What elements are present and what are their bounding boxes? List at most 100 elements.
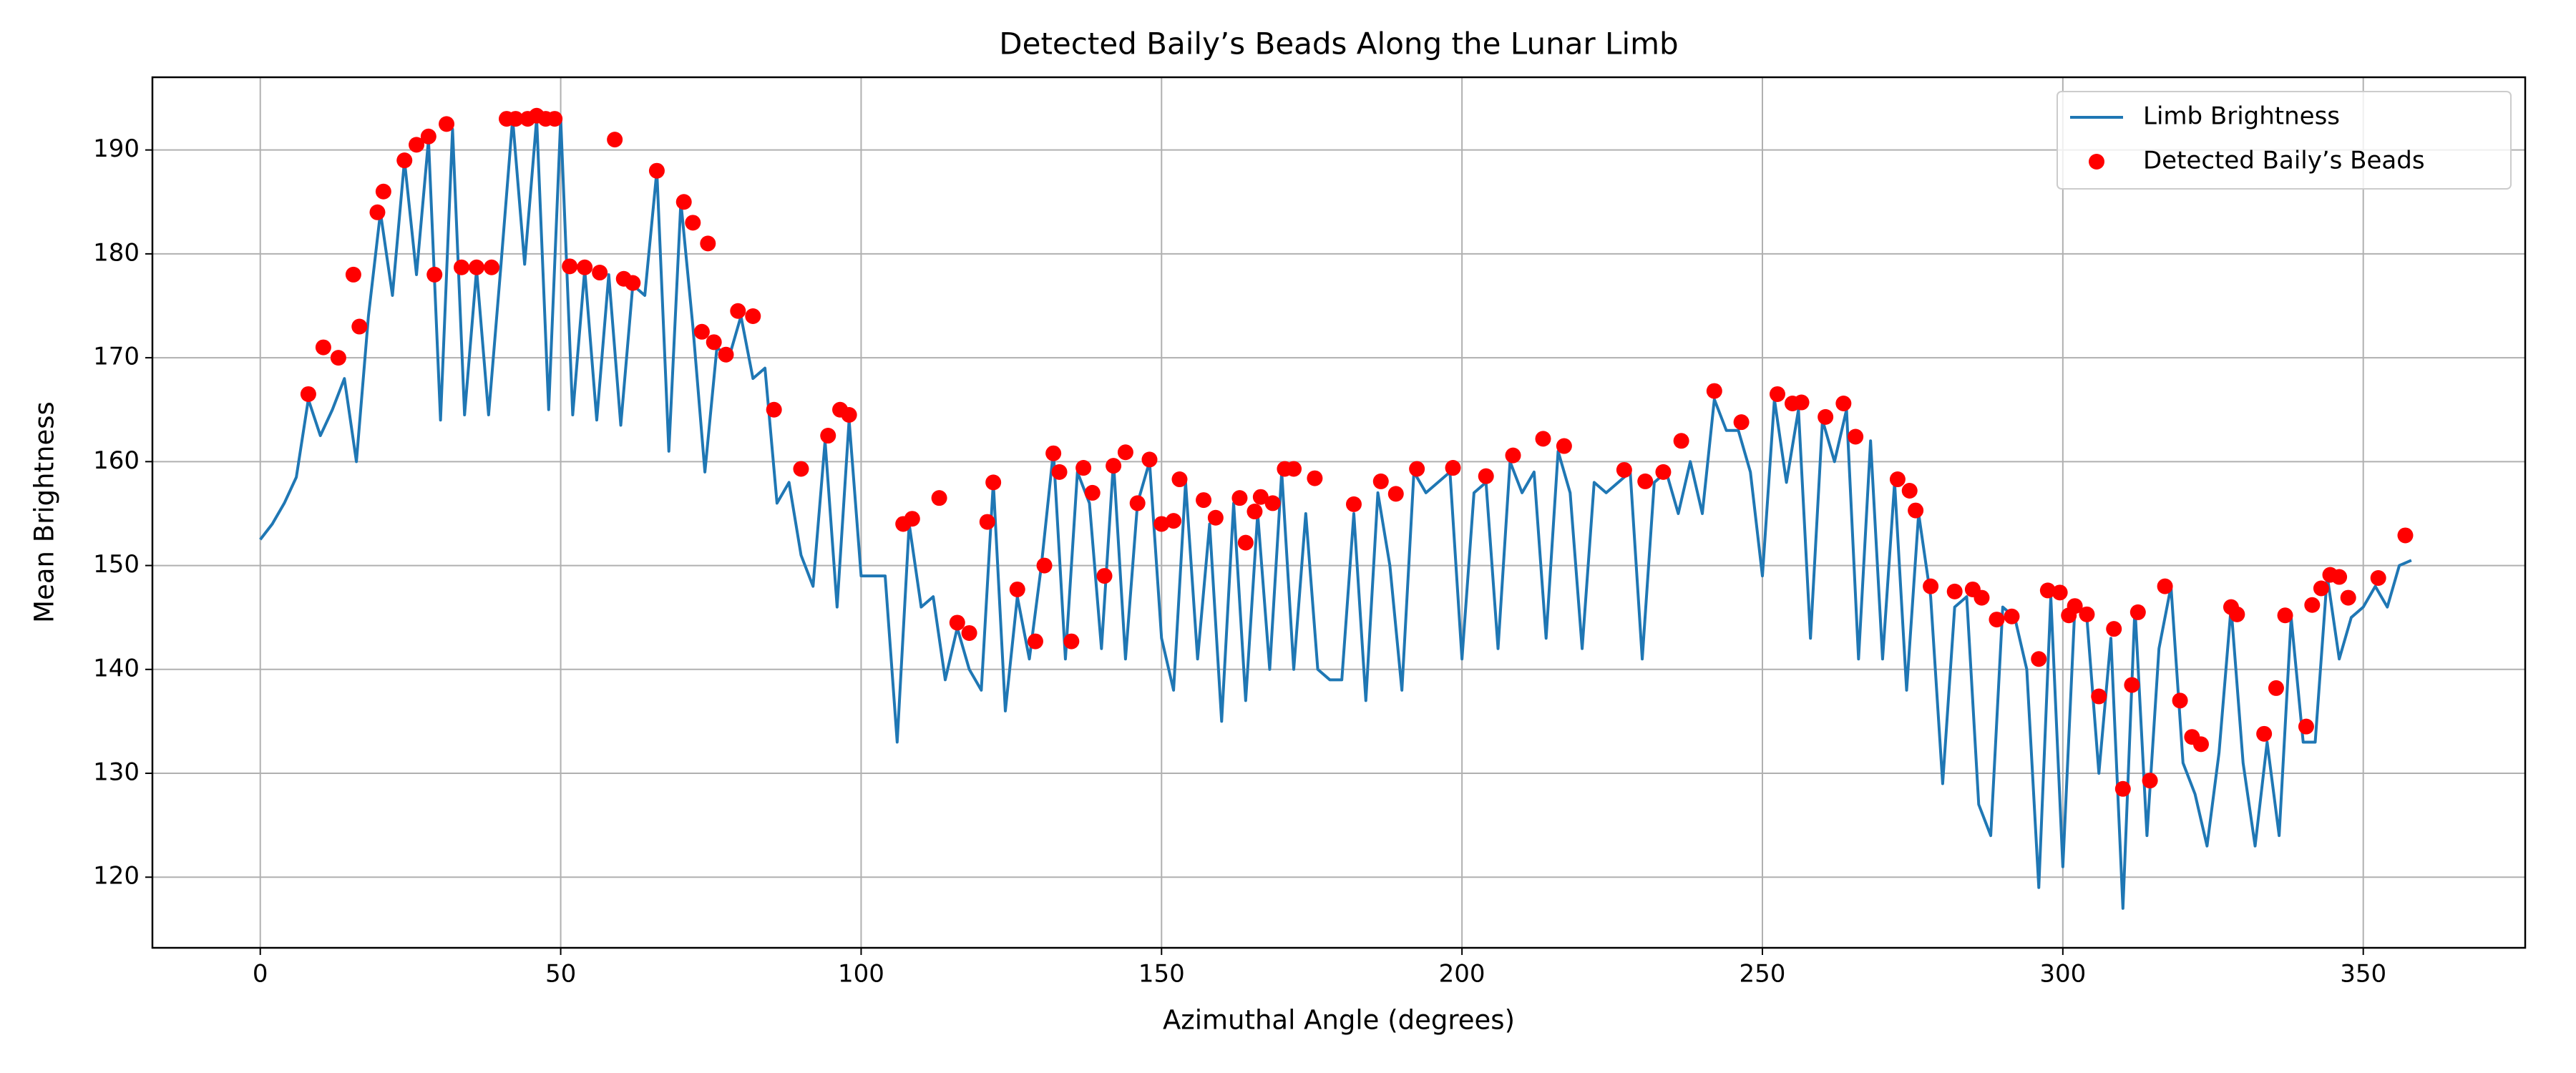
bead-marker	[2397, 527, 2414, 544]
y-tick-label: 140	[93, 654, 140, 682]
bead-marker	[1075, 460, 1092, 476]
bead-marker	[2304, 597, 2321, 613]
bead-marker	[985, 474, 1002, 491]
bead-marker	[454, 259, 470, 275]
bead-marker	[2331, 569, 2348, 585]
legend-label: Limb Brightness	[2143, 102, 2340, 131]
bead-marker	[1063, 633, 1080, 650]
bead-marker	[648, 162, 665, 179]
bead-marker	[420, 128, 436, 144]
bead-marker	[547, 111, 563, 127]
bead-marker	[1769, 386, 1785, 402]
x-tick-label: 250	[1740, 960, 1786, 989]
bead-marker	[1706, 383, 1722, 399]
bead-marker	[1307, 470, 1323, 486]
bead-marker	[1974, 589, 1990, 606]
bead-marker	[979, 514, 995, 530]
bead-marker	[745, 308, 761, 325]
bead-marker	[1835, 396, 1852, 412]
bead-marker	[2031, 651, 2047, 667]
chart-title: Detected Baily’s Beads Along the Lunar L…	[999, 26, 1678, 62]
bead-marker	[706, 334, 722, 351]
bead-marker	[484, 259, 500, 275]
y-tick-label: 150	[93, 550, 140, 579]
bead-marker	[1166, 513, 1182, 529]
bead-marker	[1478, 468, 1494, 484]
bead-marker	[1036, 557, 1053, 574]
bead-marker	[820, 428, 836, 444]
bead-marker	[1673, 433, 1689, 449]
bead-marker	[1923, 578, 1939, 594]
bead-marker	[592, 265, 608, 281]
bead-marker	[2313, 580, 2329, 597]
y-tick-label: 160	[93, 446, 140, 475]
bead-marker	[2067, 598, 2083, 614]
bead-marker	[315, 339, 331, 356]
y-tick-label: 180	[93, 238, 140, 267]
legend: Limb Brightness Detected Baily’s Beads	[2057, 91, 2512, 190]
x-tick-label: 150	[1138, 960, 1185, 989]
bead-marker	[1009, 581, 1025, 597]
bead-marker	[562, 258, 578, 275]
bead-marker	[625, 275, 641, 291]
bead-marker	[2004, 608, 2020, 624]
bead-marker	[1989, 612, 2005, 628]
bead-marker	[369, 204, 386, 220]
bead-marker	[685, 215, 701, 231]
bead-marker	[300, 386, 316, 402]
bead-marker	[2370, 569, 2386, 586]
brightness-line	[259, 117, 2412, 910]
bead-marker	[1793, 394, 1810, 411]
bead-marker	[1505, 447, 1521, 464]
bead-marker	[1889, 471, 1906, 488]
bead-marker	[2051, 584, 2068, 601]
bead-marker	[2192, 736, 2209, 753]
bead-marker	[1848, 428, 1864, 445]
bead-marker	[1171, 471, 1188, 488]
bead-marker	[2298, 718, 2314, 735]
bead-marker	[439, 116, 455, 132]
bead-marker	[1908, 502, 1924, 519]
bead-marker	[1616, 461, 1632, 478]
bead-marker	[961, 624, 977, 641]
bead-marker	[700, 235, 716, 252]
bead-marker	[1818, 408, 1834, 425]
bead-marker	[375, 183, 391, 200]
bead-marker	[2142, 773, 2158, 789]
bead-marker	[2114, 780, 2131, 797]
bead-marker	[2079, 606, 2095, 622]
bead-marker	[2277, 607, 2293, 624]
bead-marker	[2340, 589, 2356, 606]
y-tick-label: 190	[93, 134, 140, 163]
x-tick-label: 100	[838, 960, 884, 989]
bead-marker	[1106, 458, 1122, 474]
bead-marker	[2172, 692, 2188, 709]
bead-marker	[1946, 583, 1963, 599]
x-tick-label: 300	[2039, 960, 2086, 989]
bead-marker	[1117, 444, 1133, 461]
bead-marker	[949, 614, 965, 631]
x-tick-label: 350	[2340, 960, 2386, 989]
bead-marker	[931, 490, 947, 506]
bead-marker	[718, 346, 734, 363]
y-axis-label: Mean Brightness	[29, 401, 60, 623]
bead-marker	[2157, 578, 2173, 594]
bead-marker	[1096, 568, 1113, 584]
bead-marker	[2124, 677, 2140, 693]
bead-marker	[469, 259, 485, 275]
x-tick-label: 50	[545, 960, 576, 989]
bead-marker	[1286, 461, 1302, 477]
bead-marker	[1637, 473, 1654, 489]
bead-marker	[1246, 504, 1263, 520]
bead-marker	[1387, 486, 1404, 502]
bead-marker	[1345, 496, 1362, 512]
bead-marker	[2256, 725, 2273, 742]
bead-marker	[2091, 688, 2107, 705]
bead-marker	[607, 132, 623, 148]
bead-marker	[1129, 495, 1146, 511]
bead-marker	[1237, 534, 1254, 551]
bead-marker	[1153, 516, 1170, 532]
bead-marker	[330, 350, 346, 366]
